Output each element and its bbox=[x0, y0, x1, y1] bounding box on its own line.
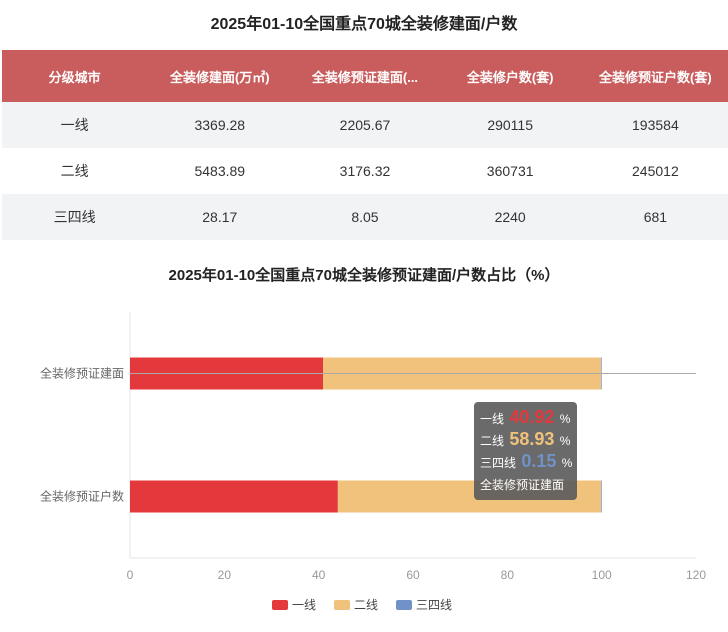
tooltip-unit: % bbox=[559, 434, 571, 448]
x-tick-label: 0 bbox=[127, 568, 134, 582]
tooltip-value: 40.92 bbox=[509, 407, 555, 427]
table-cell: 8.05 bbox=[292, 194, 438, 240]
x-tick-label: 100 bbox=[592, 568, 612, 582]
table-row: 三四线 28.17 8.05 2240 681 bbox=[2, 194, 728, 240]
table-cell: 193584 bbox=[582, 102, 728, 148]
x-tick-label: 80 bbox=[501, 568, 515, 582]
bar-segment bbox=[600, 480, 602, 513]
x-tick-label: 60 bbox=[406, 568, 420, 582]
tooltip-label: 三四线 bbox=[480, 456, 517, 470]
legend-swatch bbox=[272, 600, 288, 610]
legend-label: 一线 bbox=[292, 598, 316, 612]
tooltip-unit: % bbox=[561, 456, 573, 470]
bar-segment bbox=[130, 480, 338, 513]
table-row: 一线 3369.28 2205.67 290115 193584 bbox=[2, 102, 728, 148]
table-cell: 245012 bbox=[582, 148, 728, 194]
table-cell: 3369.28 bbox=[147, 102, 293, 148]
table-cell: 三四线 bbox=[2, 194, 148, 240]
tooltip-row: 二线 58.93 % bbox=[480, 428, 571, 450]
table-cell: 5483.89 bbox=[147, 148, 293, 194]
tooltip-unit: % bbox=[559, 412, 571, 426]
tooltip-footer: 全装修预证建面 bbox=[480, 478, 565, 492]
table-row: 二线 5483.89 3176.32 360731 245012 bbox=[2, 148, 728, 194]
table-cell: 290115 bbox=[437, 102, 583, 148]
tooltip-label: 一线 bbox=[480, 412, 505, 426]
y-tick-label: 全装修预证建面 bbox=[40, 366, 124, 381]
table-header-cell: 全装修预证户数(套) bbox=[582, 50, 728, 102]
legend-swatch bbox=[334, 600, 350, 610]
table-header-cell: 全装修建面(万㎡) bbox=[147, 50, 293, 102]
table-cell: 二线 bbox=[2, 148, 148, 194]
legend-swatch bbox=[396, 600, 412, 610]
x-tick-label: 120 bbox=[686, 568, 706, 582]
table-cell: 一线 bbox=[2, 102, 148, 148]
table-cell: 2205.67 bbox=[292, 102, 438, 148]
tooltip-row: 三四线 0.15 % bbox=[480, 450, 573, 472]
table-cell: 360731 bbox=[437, 148, 583, 194]
table-header-row: 分级城市 全装修建面(万㎡) 全装修预证建面(... 全装修户数(套) 全装修预… bbox=[2, 50, 728, 102]
table-cell: 2240 bbox=[437, 194, 583, 240]
table-cell: 681 bbox=[582, 194, 728, 240]
chart-tooltip: 一线 40.92 % 二线 58.93 % 三四线 0.15 % 全装修预证建面 bbox=[474, 402, 577, 500]
table-cell: 28.17 bbox=[147, 194, 293, 240]
legend-label: 三四线 bbox=[416, 598, 452, 612]
table-header-cell: 全装修户数(套) bbox=[437, 50, 583, 102]
table-header-cell: 全装修预证建面(... bbox=[292, 50, 438, 102]
chart-title: 2025年01-10全国重点70城全装修预证建面/户数占比（%） bbox=[168, 267, 560, 284]
table-cell: 3176.32 bbox=[292, 148, 438, 194]
x-tick-label: 40 bbox=[312, 568, 326, 582]
x-tick-label: 20 bbox=[218, 568, 232, 582]
tooltip-value: 58.93 bbox=[509, 429, 555, 449]
tooltip-value: 0.15 bbox=[521, 451, 557, 471]
tooltip-row: 一线 40.92 % bbox=[480, 406, 571, 428]
tooltip-label: 二线 bbox=[480, 434, 505, 448]
table-title: 2025年01-10全国重点70城全装修建面/户数 bbox=[210, 16, 518, 33]
data-table: 分级城市 全装修建面(万㎡) 全装修预证建面(... 全装修户数(套) 全装修预… bbox=[2, 50, 728, 240]
y-tick-label: 全装修预证户数 bbox=[40, 489, 124, 504]
table-header-cell: 分级城市 bbox=[2, 50, 148, 102]
legend-label: 二线 bbox=[354, 598, 378, 612]
